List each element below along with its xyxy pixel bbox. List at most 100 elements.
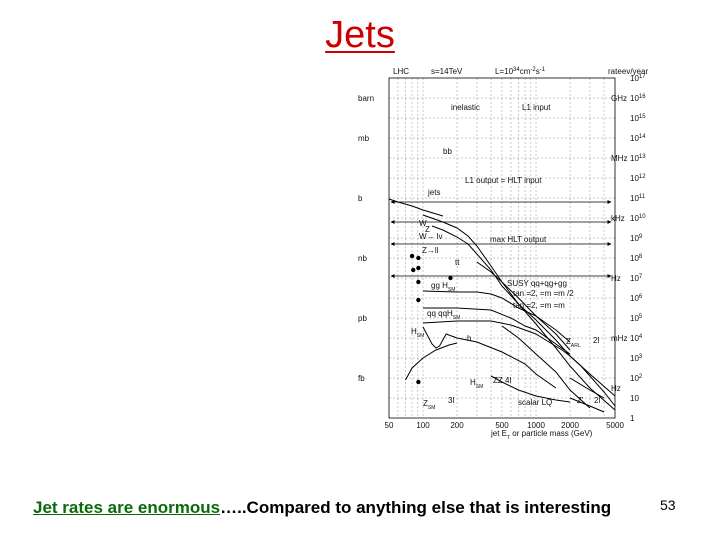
x-tick-label: 200 [450,421,464,430]
cross-section-curve [422,290,571,343]
evyear-label: 105 [630,314,643,323]
cross-section-curve [476,261,571,351]
label-scalar-lq: scalar LQ [518,398,552,407]
x-tick-label: 500 [495,421,509,430]
left-unit-label: barn [358,94,374,103]
rate-unit-label: GHz [611,94,627,103]
x-tick-label: 100 [416,421,430,430]
label-h-zz: HSM [470,378,483,390]
evyear-label: 106 [630,294,643,303]
data-point [416,379,421,385]
cross-section-curve [388,198,444,217]
evyear-label: 10 [630,394,639,403]
evyear-label: 107 [630,274,643,283]
chart-arrows [390,200,612,278]
slide-caption: Jet rates are enormous…..Compared to any… [33,498,611,518]
slide-title: Jets [325,14,395,56]
cross-section-curve [422,326,557,389]
rate-unit-label: Hz [611,384,621,393]
data-point [409,253,415,259]
chart-markers [409,253,453,385]
plot-frame [388,77,616,419]
label-tanb1: tan =2, =m =m /2 [513,289,574,298]
data-point [416,297,421,303]
header-energy: s=14TeV [431,67,463,76]
evyear-label: 108 [630,254,643,263]
caption-text: …..Compared to anything else that is int… [220,498,612,517]
slide-number: 53 [660,497,676,513]
rate-unit-label: mHz [611,334,627,343]
evyear-label: 1 [630,414,635,423]
cross-section-curve [501,325,591,409]
cross-section-curve [431,225,478,255]
evyear-label: 1013 [630,154,646,163]
label-z-prime: Z' [577,396,584,405]
cross-section-curve [569,397,605,413]
cross-section-curve [569,377,605,399]
x-tick-label: 2000 [561,421,579,430]
label-max-hlt: max HLT output [490,235,547,244]
chart-grid [389,78,615,418]
rate-unit-label: kHz [611,214,625,223]
header-rate: rate [608,67,622,76]
evyear-label: 1017 [630,74,646,83]
evyear-label: 1012 [630,174,646,183]
evyear-label: 1010 [630,214,646,223]
label-z-ll: Z→ll [422,246,439,255]
label-tanb2: tan =2, =m =m [513,301,565,310]
left-unit-label: fb [358,374,365,383]
cross-section-chart: LHC s=14TeV L=1034cm-2s-1 rate ev/year i… [358,67,649,441]
cross-section-curve [405,342,458,381]
label-l1-output: L1 output = HLT input [465,176,542,185]
label-inelastic: inelastic [451,103,480,112]
left-unit-label: b [358,194,363,203]
evyear-label: 104 [630,334,643,343]
label-2l-a: 2l [593,336,599,345]
rate-unit-label: Hz [611,274,621,283]
cross-section-curve [422,320,616,407]
label-h: h [467,334,471,343]
evyear-label: 102 [630,374,643,383]
label-3l: 3l [448,396,454,405]
cross-section-curve [423,307,571,355]
left-unit-label: nb [358,254,367,263]
evyear-label: 1011 [630,194,646,203]
left-unit-label: pb [358,314,367,323]
label-susy: SUSY qq+qg+gg [507,279,567,288]
x-tick-label: 5000 [606,421,624,430]
x-axis-label: jet ET or particle mass (GeV) [490,429,593,441]
evyear-label: 1014 [630,134,646,143]
evyear-label: 103 [630,354,643,363]
data-point [416,279,421,285]
label-2l-b: 2l [594,396,600,405]
caption-highlight: Jet rates are enormous [33,498,221,517]
data-point [416,255,421,261]
header-evyear: ev/year [622,67,649,76]
data-point [448,275,453,281]
data-point [416,265,421,271]
evyear-label: 109 [630,234,643,243]
label-l1-input: L1 input [522,103,551,112]
header-lumi: L=1034cm-2s-1 [495,67,546,76]
label-w-lv: W→ lv [419,232,443,241]
x-tick-label: 50 [385,421,394,430]
cross-section-curve [490,375,571,403]
label-z-arl: ZARL [566,337,581,349]
label-z-sm: ZSM [423,399,435,411]
label-tt: tt [455,258,460,267]
header-lhc: LHC [393,67,409,76]
label-w: W [419,219,427,228]
label-h-sm: HSM [411,327,424,339]
evyear-label: 1016 [630,94,646,103]
label-qq-h: qq qqHSM [427,309,460,321]
data-point [411,267,416,273]
label-gg-h: gg HSM [431,281,455,293]
left-unit-label: mb [358,134,370,143]
label-bb: bb [443,147,452,156]
x-tick-label: 1000 [527,421,545,430]
evyear-label: 1015 [630,114,646,123]
label-jets: jets [427,188,440,197]
label-zz-4l: ZZ 4l [493,376,511,385]
rate-unit-label: MHz [611,154,627,163]
label-z: Z [425,225,430,234]
